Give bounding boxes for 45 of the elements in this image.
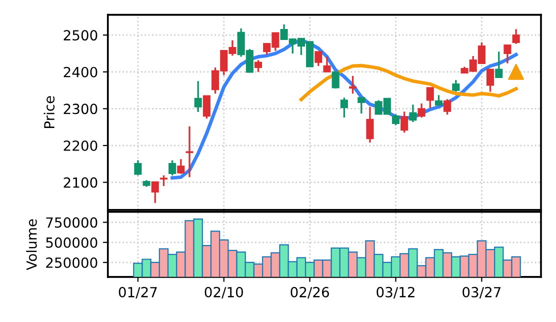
x-tick-label: 03/27 <box>462 286 501 298</box>
candlestick <box>202 94 210 120</box>
candlestick <box>349 75 357 94</box>
line-series <box>299 64 518 102</box>
candlestick <box>392 113 400 126</box>
x-tick-label: 02/26 <box>290 286 329 298</box>
candlestick <box>168 159 176 176</box>
candlestick <box>314 50 322 67</box>
y-tick-label: 2400 <box>64 66 98 78</box>
y-tick-label: 2200 <box>64 140 98 151</box>
x-tick-label: 02/10 <box>204 286 243 298</box>
candlestick <box>512 28 520 45</box>
y-axis-title: Price <box>44 96 55 128</box>
y-tick-label: 250000 <box>46 257 98 268</box>
candlestick <box>486 68 494 93</box>
y-tick-label: 750000 <box>46 217 98 228</box>
x-tick-label: 03/12 <box>376 286 414 298</box>
candlestick <box>160 174 168 187</box>
y-tick-label: 500000 <box>46 237 98 248</box>
candlestick <box>134 159 142 176</box>
x-tick-label: 01/27 <box>118 286 157 298</box>
candlestick <box>186 126 194 178</box>
candlestick <box>418 102 426 118</box>
candlestick <box>194 80 202 113</box>
line-series <box>170 38 518 180</box>
y-axis-title: Volume <box>26 219 37 270</box>
candlestick <box>452 79 460 93</box>
candlestick <box>426 86 434 109</box>
candlestick <box>358 96 366 114</box>
candlestick <box>495 50 503 78</box>
candlestick <box>444 98 452 116</box>
candlestick <box>504 44 512 64</box>
candlestick <box>340 96 348 118</box>
candlestick <box>400 110 408 134</box>
candlestick <box>409 104 417 123</box>
candlestick <box>332 71 340 90</box>
candlestick <box>254 59 262 73</box>
candlestick <box>151 181 159 204</box>
candlestick <box>177 158 185 175</box>
candlestick <box>366 106 374 144</box>
y-tick-label: 2100 <box>64 177 98 188</box>
candlestick <box>323 56 331 73</box>
y-tick-label: 2500 <box>64 30 98 41</box>
candlestick <box>434 94 442 107</box>
y-tick-label: 2300 <box>64 104 98 114</box>
